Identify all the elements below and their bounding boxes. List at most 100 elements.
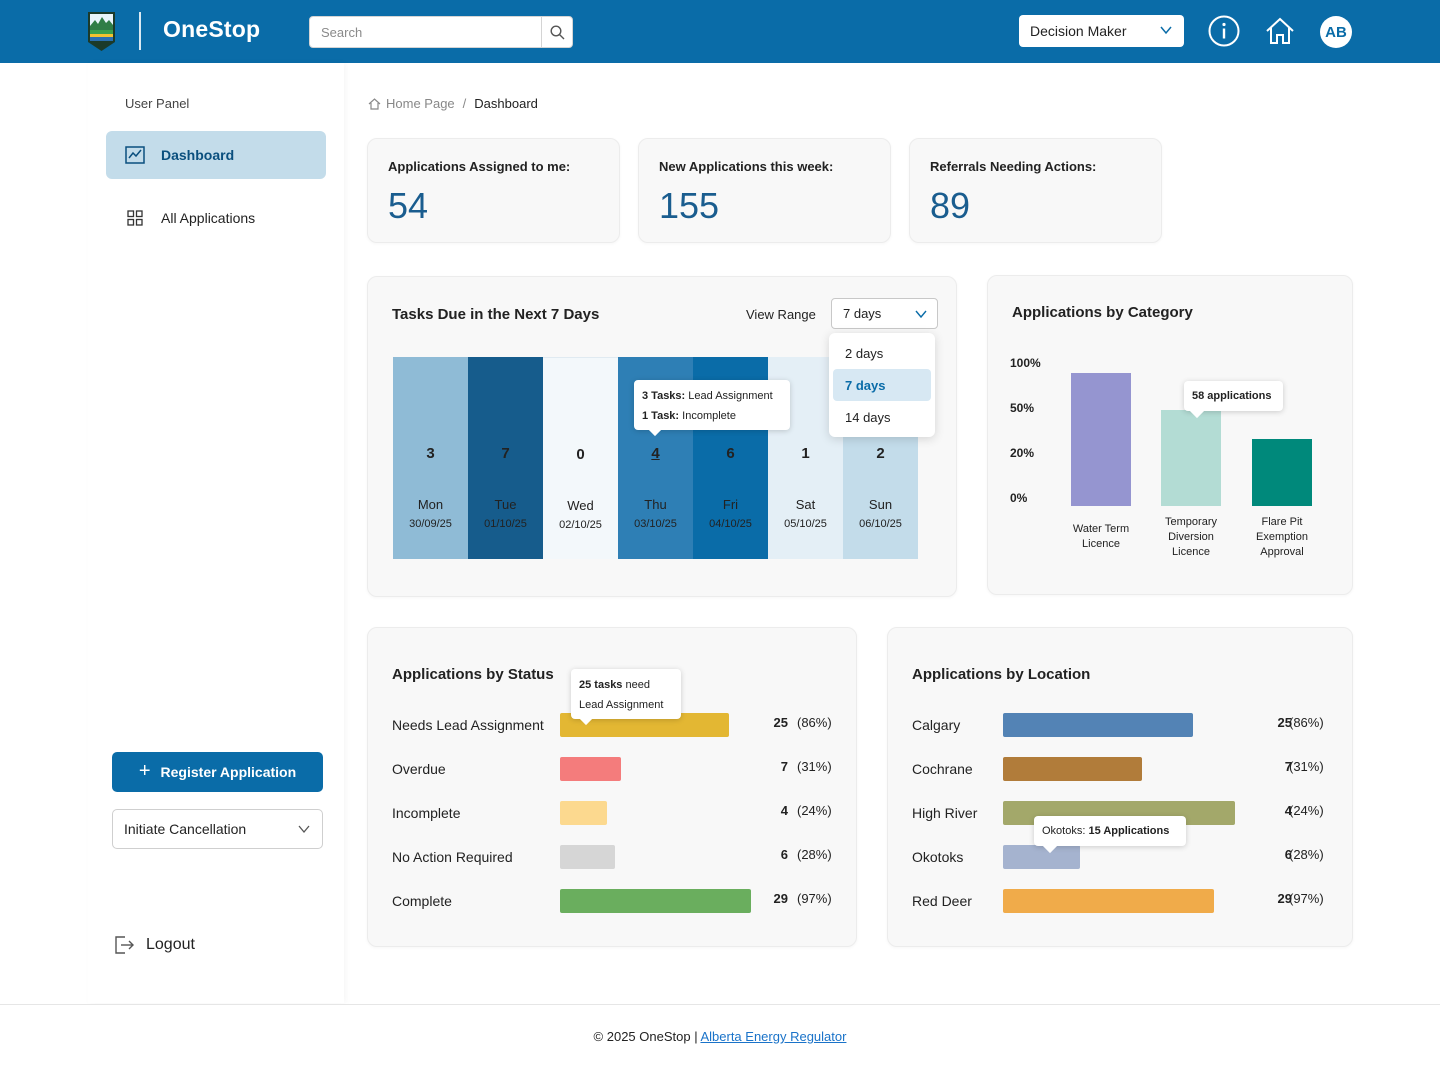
logout-button[interactable]: Logout [114, 935, 195, 955]
location-row-percent: (24%) [1289, 803, 1324, 818]
location-bar[interactable] [1003, 889, 1214, 913]
category-bar[interactable] [1161, 410, 1221, 506]
logo-divider [139, 12, 141, 50]
info-button[interactable] [1208, 15, 1240, 47]
register-application-button[interactable]: + Register Application [112, 752, 323, 792]
stat-label: Referrals Needing Actions: [930, 159, 1097, 174]
thursday-tasks-tooltip: 3 Tasks: Lead Assignment 1 Task: Incompl… [634, 380, 790, 437]
task-day-column[interactable]: 3 Mon 30/09/25 [393, 357, 468, 559]
location-row-name: High River [912, 805, 978, 821]
status-row[interactable]: No Action Required 6 (28%) [368, 845, 856, 869]
category-bar-label: Temporary Diversion Licence [1146, 515, 1236, 560]
location-row[interactable]: Cochrane 7 (31%) [888, 757, 1352, 781]
info-icon [1208, 15, 1240, 47]
task-count: 1 [801, 445, 810, 462]
location-bar[interactable] [1003, 845, 1080, 869]
task-date: 30/09/25 [409, 518, 452, 530]
location-row-percent: (31%) [1289, 759, 1324, 774]
tooltip-line-2: 1 Task: Incomplete [642, 406, 782, 426]
location-row[interactable]: Red Deer 29 (97%) [888, 889, 1352, 913]
search-button[interactable] [541, 17, 573, 47]
stat-value: 54 [388, 185, 429, 226]
initiate-cancellation-select[interactable]: Initiate Cancellation [112, 809, 323, 849]
sidebar-item-label: Dashboard [161, 147, 235, 163]
applications-by-category-card: Applications by Category 100% 50% 20% 0% Wa… [987, 275, 1353, 595]
task-day-name: Fri [722, 497, 739, 512]
view-range-select[interactable]: 7 days [831, 298, 938, 329]
location-bar[interactable] [1003, 757, 1142, 781]
footer-aer-link[interactable]: Alberta Energy Regulator [700, 1029, 847, 1044]
tasks-due-card: Tasks Due in the Next 7 Days View Range … [367, 276, 957, 597]
logout-label: Logout [146, 936, 195, 953]
logo-shield-icon [88, 12, 115, 51]
breadcrumb: Home Page / Dashboard [368, 96, 538, 111]
search-input[interactable] [310, 17, 541, 47]
status-bar[interactable] [560, 889, 751, 913]
view-range-label: View Range [746, 307, 816, 322]
app-logo-text[interactable]: OneStop [163, 16, 261, 42]
stat-card-assigned[interactable]: Applications Assigned to me: 54 [367, 138, 620, 243]
location-card-title: Applications by Location [912, 666, 1091, 683]
category-bar[interactable] [1252, 439, 1312, 506]
category-label-line: Approval [1260, 546, 1304, 558]
home-small-icon [368, 97, 381, 110]
breadcrumb-home-link[interactable]: Home Page [386, 96, 455, 111]
stat-card-referrals[interactable]: Referrals Needing Actions: 89 [909, 138, 1162, 243]
view-range-value: 7 days [843, 306, 882, 321]
role-select[interactable]: Decision Maker [1019, 15, 1184, 47]
category-card-title: Applications by Category [1012, 304, 1193, 321]
category-bar[interactable] [1071, 373, 1131, 506]
range-option-2-days[interactable]: 2 days [845, 345, 884, 361]
location-row-name: Red Deer [912, 893, 972, 909]
location-row-percent: (86%) [1289, 715, 1324, 730]
stat-card-new-applications[interactable]: New Applications this week: 155 [638, 138, 891, 243]
location-row[interactable]: Okotoks 6 (28%) [888, 845, 1352, 869]
category-axis-tick: 0% [1010, 491, 1028, 505]
category-label-line: Licence [1172, 546, 1210, 558]
user-avatar[interactable]: AB [1320, 16, 1352, 48]
footer-copyright: © 2025 OneStop | [593, 1029, 701, 1044]
status-row-percent: (31%) [797, 759, 832, 774]
category-tooltip: 58 applications [1184, 381, 1283, 419]
status-row-count: 29 [773, 891, 788, 906]
stat-value: 155 [659, 185, 720, 226]
status-bar[interactable] [560, 801, 607, 825]
sidebar-title: User Panel [125, 96, 190, 111]
status-bar[interactable] [560, 845, 615, 869]
range-option-7-days[interactable]: 7 days [833, 369, 931, 401]
chevron-down-icon [298, 825, 310, 834]
tooltip-bold-text: 3 Tasks: [642, 390, 686, 402]
tooltip-text: need [622, 679, 650, 691]
task-count: 0 [576, 446, 585, 463]
location-bar[interactable] [1003, 713, 1193, 737]
status-row[interactable]: Complete 29 (97%) [368, 889, 856, 913]
task-date: 03/10/25 [634, 518, 677, 530]
task-day-column[interactable]: 7 Tue 01/10/25 [468, 357, 543, 559]
chevron-down-icon [915, 310, 927, 319]
stat-value: 89 [930, 185, 971, 226]
task-day-name: Sat [795, 497, 816, 512]
status-row-name: Overdue [392, 761, 446, 777]
location-row-name: Calgary [912, 717, 961, 733]
sidebar-item-all-applications[interactable]: All Applications [106, 194, 326, 242]
task-count: 3 [426, 445, 435, 462]
range-option-14-days[interactable]: 14 days [845, 409, 891, 425]
task-day-name: Wed [567, 498, 594, 513]
location-row[interactable]: Calgary 25 (86%) [888, 713, 1352, 737]
sidebar-item-dashboard[interactable]: Dashboard [106, 131, 326, 179]
category-tooltip-text: 58 applications [1192, 390, 1272, 402]
breadcrumb-separator: / [462, 96, 467, 111]
category-label-line: Diversion [1168, 531, 1214, 543]
status-row[interactable]: Incomplete 4 (24%) [368, 801, 856, 825]
view-range-menu: 2 days 7 days 14 days [829, 333, 935, 437]
location-row-name: Okotoks [912, 849, 964, 865]
home-button[interactable] [1264, 15, 1296, 47]
status-bar[interactable] [560, 757, 621, 781]
task-day-name: Thu [644, 497, 667, 512]
status-row[interactable]: Needs Lead Assignment 25 (86%) [368, 713, 856, 737]
status-card-title: Applications by Status [392, 666, 554, 683]
task-day-column[interactable]: 0 Wed 02/10/25 [543, 357, 618, 559]
tooltip-bold-text: 1 Task: [642, 410, 680, 422]
category-bar-label: Water Term Licence [1056, 522, 1146, 552]
status-row[interactable]: Overdue 7 (31%) [368, 757, 856, 781]
